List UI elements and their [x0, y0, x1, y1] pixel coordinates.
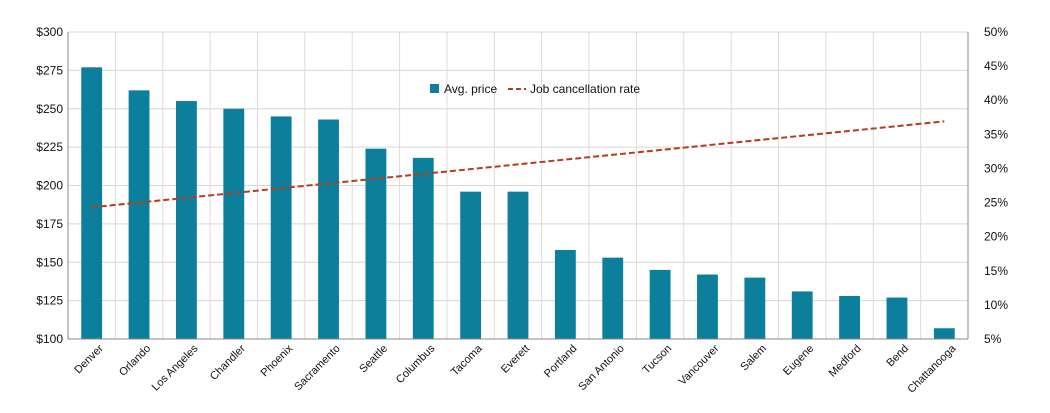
right-tick-label: 40% — [984, 93, 1008, 107]
bar-portland — [554, 249, 576, 339]
category-label: Chattanooga — [905, 342, 959, 396]
legend: Avg. price Job cancellation rate — [430, 82, 640, 96]
bars — [81, 67, 955, 340]
right-tick-label: 10% — [984, 298, 1008, 312]
bar-salem — [744, 277, 766, 339]
left-tick-label: $225 — [36, 140, 63, 154]
category-label: Tucson — [641, 343, 675, 377]
category-label: Tacoma — [449, 342, 485, 378]
bar-chattanooga — [933, 328, 955, 339]
right-tick-label: 25% — [984, 196, 1008, 210]
right-tick-label: 50% — [984, 25, 1008, 39]
category-label: Medford — [827, 343, 864, 380]
category-label: Denver — [72, 342, 106, 376]
bar-bend — [886, 297, 908, 339]
bar-columbus — [412, 157, 434, 339]
left-tick-label: $250 — [36, 102, 63, 116]
category-label: Bend — [884, 343, 911, 370]
bar-chandler — [223, 108, 245, 339]
category-label: Phoenix — [259, 342, 296, 379]
bar-tacoma — [460, 191, 482, 339]
left-tick-label: $125 — [36, 294, 63, 308]
category-label: Sacramento — [292, 343, 342, 393]
category-label: Columbus — [394, 342, 438, 386]
legend-swatch-avg-price — [430, 84, 439, 93]
bar-sacramento — [318, 119, 339, 340]
cancellation-line-series — [91, 120, 945, 209]
bar-denver — [81, 67, 103, 340]
left-tick-label: $300 — [36, 25, 63, 39]
category-label: Seattle — [357, 343, 390, 376]
category-label: Chandler — [208, 342, 248, 382]
right-axis-tick-labels: 5% 10% 15% 20% 25% 30% 35% 40% 45% 50% — [984, 25, 1008, 346]
grid — [67, 31, 969, 340]
right-tick-label: 35% — [984, 127, 1008, 141]
bar-san-antonio — [602, 257, 624, 339]
bar-everett — [507, 191, 529, 339]
cancellation-rate-line — [91, 120, 945, 209]
category-label: Portland — [542, 343, 579, 380]
left-tick-label: $100 — [36, 332, 63, 346]
category-label: San Antonio — [576, 343, 626, 393]
left-axis-tick-labels: $100 $125 $150 $175 $200 $225 $250 $275 $300 — [36, 25, 63, 346]
category-label: Salem — [738, 343, 769, 374]
legend-label-cancellation-rate: Job cancellation rate — [530, 82, 640, 96]
bar-seattle — [365, 148, 387, 339]
bar-medford — [839, 296, 860, 339]
bar-tucson — [649, 269, 671, 339]
category-label: Everett — [499, 343, 532, 376]
bar-vancouver — [697, 274, 718, 339]
bar-orlando — [128, 90, 150, 339]
category-label: Los Angeles — [150, 342, 201, 393]
left-tick-label: $200 — [36, 179, 63, 193]
category-label: Orlando — [117, 343, 153, 379]
right-tick-label: 20% — [984, 230, 1008, 244]
category-label: Eugene — [781, 343, 816, 378]
bar-eugene — [791, 291, 813, 339]
left-tick-label: $275 — [36, 63, 63, 77]
axes — [67, 32, 969, 340]
left-tick-label: $150 — [36, 255, 63, 269]
right-tick-label: 30% — [984, 161, 1008, 175]
right-tick-label: 5% — [984, 332, 1002, 346]
right-tick-label: 45% — [984, 59, 1008, 73]
legend-label-avg-price: Avg. price — [444, 82, 497, 96]
right-tick-label: 15% — [984, 264, 1008, 278]
category-label: Vancouver — [676, 342, 721, 387]
left-tick-label: $175 — [36, 217, 63, 231]
bar-los-angeles — [176, 101, 197, 339]
bar-phoenix — [270, 116, 292, 339]
